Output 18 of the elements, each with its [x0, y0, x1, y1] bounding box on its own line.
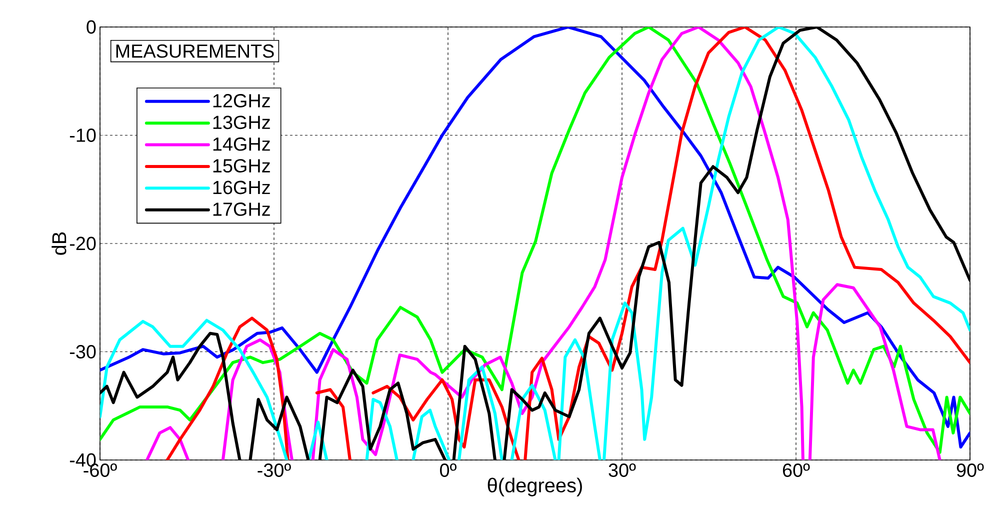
legend-label: 14GHz — [213, 137, 270, 151]
legend-label: 17GHz — [213, 202, 270, 216]
x-tick-label: 90º — [956, 464, 984, 477]
x-tick-label: 0º — [440, 464, 456, 477]
y-tick-label: -30 — [70, 345, 96, 358]
y-tick-label: -10 — [70, 128, 96, 142]
x-tick-label: 60º — [782, 464, 810, 477]
x-tick-label: 30º — [608, 464, 636, 477]
legend-label: 12GHz — [213, 94, 270, 108]
x-tick-label: -30º — [258, 464, 291, 477]
legend-label: 15GHz — [213, 159, 270, 173]
x-axis-title: θ(degrees) — [488, 478, 582, 496]
y-tick-label: -20 — [70, 236, 96, 250]
y-axis-title: dB — [52, 232, 66, 255]
legend-label: 13GHz — [213, 116, 270, 130]
legend-label: 16GHz — [213, 180, 270, 194]
y-tick-label: 0 — [86, 20, 96, 34]
legend-title: MEASUREMENTS — [116, 44, 274, 58]
